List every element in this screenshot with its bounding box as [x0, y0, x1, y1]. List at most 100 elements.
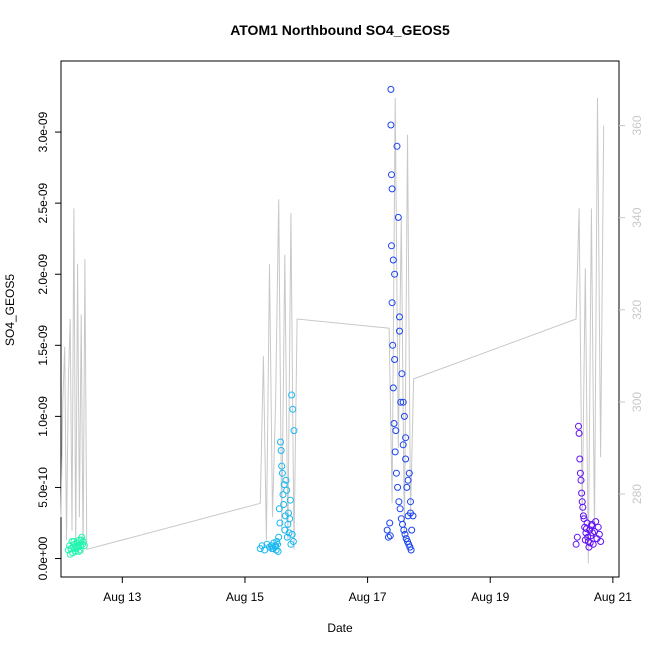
- scatter-point: [277, 447, 285, 454]
- scatter-point: [277, 438, 284, 446]
- scatter-point: [280, 501, 288, 508]
- scatter-point: [402, 455, 410, 463]
- scatter-point: [397, 398, 405, 406]
- scatter-point: [400, 412, 408, 420]
- scatter-point: [577, 476, 585, 484]
- x-axis-label: Date: [327, 621, 353, 635]
- scatter-point: [290, 427, 298, 435]
- y-tick-label: 5.0e-10: [36, 467, 50, 508]
- scatter-point: [289, 405, 297, 413]
- scatter-point: [403, 483, 411, 491]
- y-tick-label: 2.5e-09: [36, 182, 50, 223]
- scatter-point: [401, 530, 409, 538]
- scatter-point: [399, 441, 407, 449]
- scatter-point: [399, 398, 407, 406]
- scatter-point: [395, 498, 403, 506]
- scatter-point: [286, 496, 294, 504]
- x-tick-label: Aug 13: [103, 590, 141, 604]
- scatter-point: [278, 462, 286, 470]
- scatter-point: [391, 356, 399, 363]
- scatter-point: [80, 542, 88, 550]
- scatter-points-layer: [64, 85, 605, 558]
- scatter-point: [387, 85, 395, 93]
- y2-tick-label: 300: [630, 392, 644, 412]
- scatter-point: [389, 384, 397, 392]
- scatter-point: [282, 476, 290, 484]
- y2-tick-label: 280: [630, 484, 644, 504]
- scatter-point: [384, 533, 392, 541]
- scatter-point: [386, 532, 394, 540]
- scatter-point: [594, 523, 602, 531]
- y-axis: 0.0e+00 5.0e-10 1.0e-09 1.5e-09 2.0e-09 2.5e-…: [36, 111, 61, 580]
- scatter-point: [396, 313, 403, 321]
- y-tick-label: 1.0e-09: [36, 396, 50, 437]
- scatter-point: [579, 503, 587, 511]
- scatter-point: [407, 509, 414, 517]
- plot-frame: [60, 60, 620, 578]
- scatter-point: [407, 546, 415, 554]
- y-tick-label: 2.0e-09: [36, 254, 50, 295]
- x-tick-label: Aug 17: [349, 590, 387, 604]
- scatter-point: [70, 538, 78, 545]
- scatter-point: [573, 533, 581, 541]
- scatter-point: [402, 434, 410, 442]
- scatter-point: [388, 299, 396, 307]
- scatter-point: [408, 526, 416, 534]
- scatter-point: [276, 519, 284, 527]
- scatter-point: [589, 529, 597, 537]
- scatter-point: [391, 270, 399, 278]
- scatter-point: [576, 469, 584, 477]
- scatter-point: [275, 505, 283, 513]
- scatter-point: [79, 540, 86, 548]
- scatter-point: [396, 327, 403, 335]
- scatter-point: [575, 429, 583, 437]
- scatter-point: [578, 489, 586, 497]
- scatter-point: [390, 420, 398, 427]
- y2-tick-label: 340: [630, 207, 644, 227]
- scatter-point: [283, 486, 291, 494]
- scatter-point: [388, 185, 396, 193]
- scatter-point: [407, 498, 414, 506]
- y-tick-label: 1.5e-09: [36, 325, 50, 366]
- scatter-point: [386, 519, 394, 527]
- scatter-point: [586, 539, 594, 547]
- scatter-point: [597, 538, 605, 545]
- scatter-point: [392, 469, 400, 477]
- scatter-point: [579, 512, 587, 520]
- scatter-point: [587, 522, 595, 530]
- x-tick-label: Aug 19: [471, 590, 509, 604]
- scatter-point: [389, 341, 397, 349]
- scatter-point: [404, 476, 412, 484]
- x-axis: Aug 13 Aug 15 Aug 17 Aug 19 Aug 21: [103, 577, 632, 604]
- scatter-point: [281, 526, 289, 534]
- chart-title: ATOM1 Northbound SO4_GEOS5: [230, 22, 450, 38]
- scatter-point: [267, 542, 275, 550]
- scatter-point: [575, 422, 582, 430]
- scatter-point: [77, 536, 85, 544]
- scatter-point: [572, 540, 580, 548]
- scatter-point: [405, 469, 413, 477]
- scatter-point: [388, 171, 395, 179]
- scatter-point: [391, 448, 399, 456]
- scatter-point: [387, 121, 395, 129]
- scatter-point: [289, 538, 297, 545]
- scatter-point: [400, 526, 408, 534]
- scatter-point: [280, 481, 288, 489]
- y-axis-label: SO4_GEOS5: [3, 274, 17, 346]
- scatter-point: [394, 213, 402, 221]
- scatter-point: [388, 242, 395, 250]
- x-tick-label: Aug 15: [226, 590, 264, 604]
- x-tick-label: Aug 21: [594, 590, 632, 604]
- scatter-point: [398, 370, 406, 378]
- secondary-series-line: [60, 97, 605, 564]
- scatter-point: [286, 515, 294, 523]
- y-tick-label: 0.0e+00: [36, 536, 50, 580]
- scatter-point: [585, 543, 593, 551]
- scatter-point: [394, 483, 402, 491]
- scatter-point: [592, 518, 600, 526]
- scatter-point: [78, 533, 86, 541]
- y2-tick-label: 320: [630, 299, 644, 319]
- scatter-point: [275, 533, 283, 541]
- scatter-point: [584, 533, 592, 541]
